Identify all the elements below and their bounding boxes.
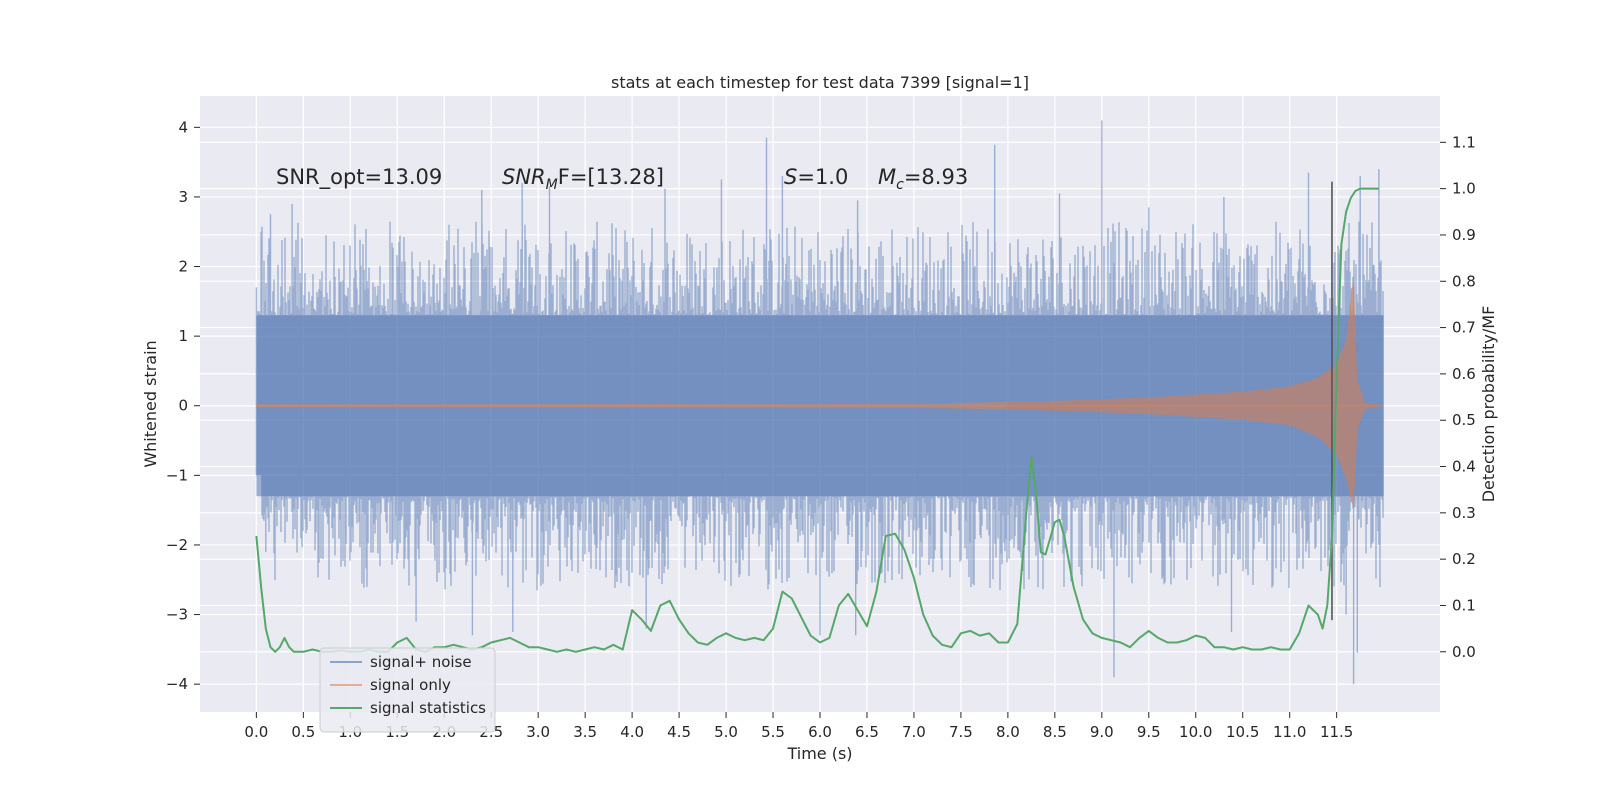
annotation-snr-mf-sub: M (546, 177, 558, 193)
y-tick-label-1: −3 (166, 606, 188, 624)
x-tick-label-1: 0.5 (291, 723, 315, 741)
x-tick-label-19: 9.5 (1137, 723, 1161, 741)
y-tick-label-0: −4 (166, 675, 188, 693)
legend-box (319, 647, 496, 733)
x-tick-label-21: 10.5 (1226, 723, 1259, 741)
y2-tick-label-4: 0.4 (1452, 458, 1476, 476)
x-tick-label-22: 11.0 (1273, 723, 1306, 741)
y2-tick-label-11: 1.1 (1452, 133, 1476, 151)
y-tick-label-3: −1 (166, 466, 188, 484)
legend-label-signal-statistics: signal statistics (370, 699, 486, 717)
x-tick-label-16: 8.0 (996, 723, 1020, 741)
y-tick-label-4: 0 (178, 397, 188, 415)
annotation-mc-sub: c (896, 177, 904, 193)
x-tick-label-14: 7.0 (902, 723, 926, 741)
x-tick-label-12: 6.0 (808, 723, 832, 741)
axes-layer: 0.00.51.01.52.02.53.03.54.04.55.05.56.06… (166, 118, 1476, 741)
legend-label-signal-only: signal only (370, 676, 451, 694)
x-tick-label-20: 10.0 (1179, 723, 1212, 741)
y-tick-label-5: 1 (178, 327, 188, 345)
y-tick-label-2: −2 (166, 536, 188, 554)
y2-tick-label-9: 0.9 (1452, 226, 1476, 244)
y2-tick-label-5: 0.5 (1452, 411, 1476, 429)
x-tick-label-13: 6.5 (855, 723, 879, 741)
annotation-mc-rest: =8.93 (904, 165, 968, 189)
series-signal-only (256, 273, 1384, 511)
y2-tick-label-1: 0.1 (1452, 596, 1476, 614)
x-tick-label-9: 4.5 (667, 723, 691, 741)
y2-tick-label-8: 0.8 (1452, 272, 1476, 290)
y2-tick-label-6: 0.6 (1452, 365, 1476, 383)
x-tick-label-18: 9.0 (1090, 723, 1114, 741)
y2-tick-label-3: 0.3 (1452, 504, 1476, 522)
y2-tick-label-10: 1.0 (1452, 180, 1476, 198)
annotations: SNR_opt=13.09 SNRMF=[13.28] S=1.0 Mc=8.9… (276, 165, 968, 193)
y-tick-label-7: 3 (178, 188, 188, 206)
x-tick-label-7: 3.5 (573, 723, 597, 741)
x-tick-label-15: 7.5 (949, 723, 973, 741)
x-tick-label-0: 0.0 (244, 723, 268, 741)
x-tick-label-23: 11.5 (1320, 723, 1353, 741)
x-tick-label-17: 8.5 (1043, 723, 1067, 741)
annotation-snr-mf-rest: F=[13.28] (558, 165, 664, 189)
annotation-mc-italic: M (878, 165, 896, 189)
x-tick-label-10: 5.0 (714, 723, 738, 741)
legend-label-signal-noise: signal+ noise (370, 653, 472, 671)
chart-title: stats at each timestep for test data 739… (611, 73, 1029, 92)
signal-oscillation (1007, 285, 1379, 504)
y2-tick-label-7: 0.7 (1452, 319, 1476, 337)
annotation-s: S=1.0 (784, 165, 848, 189)
y2-tick-label-2: 0.2 (1452, 550, 1476, 568)
annotation-snr-opt: SNR_opt=13.09 (276, 165, 442, 190)
legend: signal+ noise signal only signal statist… (319, 647, 496, 733)
x-tick-label-11: 5.5 (761, 723, 785, 741)
series-layer (255, 120, 1384, 685)
annotation-s-rest: =1.0 (797, 165, 848, 189)
y2-tick-label-0: 0.0 (1452, 643, 1476, 661)
x-tick-label-8: 4.0 (620, 723, 644, 741)
y-tick-label-8: 4 (178, 118, 188, 136)
annotation-mc: Mc=8.93 (878, 165, 968, 193)
annotation-snr-mf: SNRMF=[13.28] (502, 165, 664, 193)
x-axis-label: Time (s) (786, 744, 852, 763)
y-axis-label: Whitened strain (141, 340, 160, 467)
y-tick-label-6: 2 (178, 258, 188, 276)
annotation-s-italic: S (784, 165, 797, 189)
annotation-snr-mf-main: SNR (502, 165, 546, 189)
y2-axis-label: Detection probability/MF (1479, 306, 1498, 503)
x-tick-label-6: 3.0 (526, 723, 550, 741)
